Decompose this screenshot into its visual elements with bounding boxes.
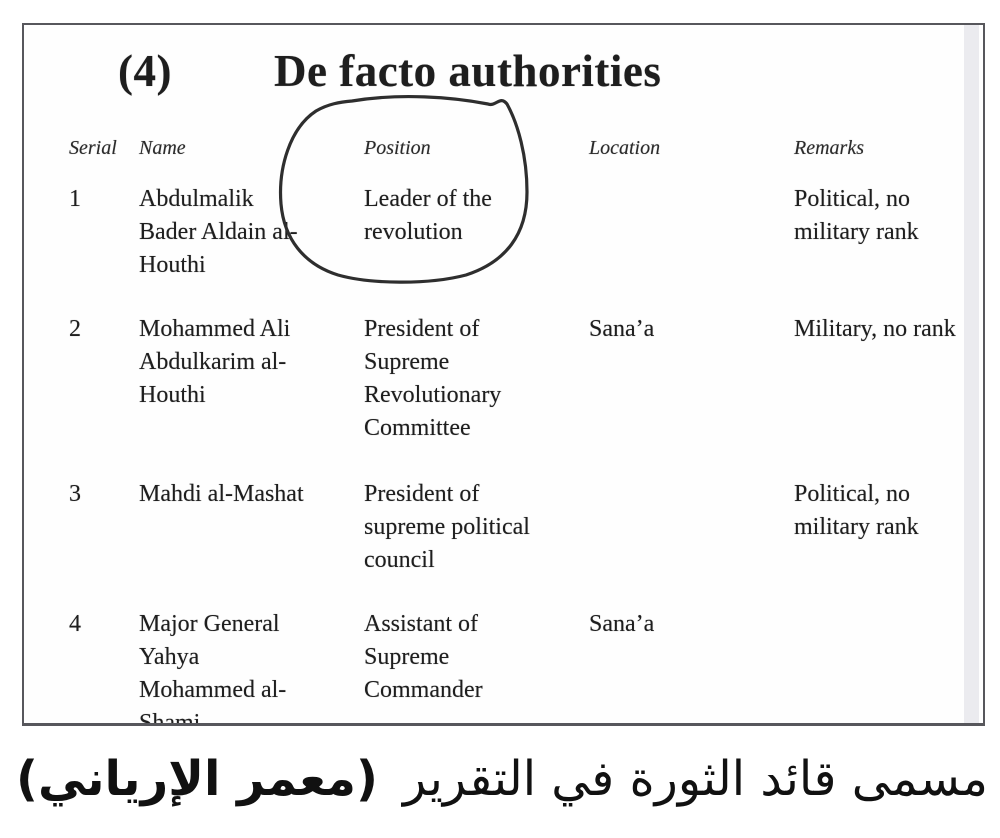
- cell-serial: 2: [69, 316, 81, 342]
- cell-name: Abdulmalik Bader Aldain al- Houthi: [139, 186, 298, 278]
- section-number: (4): [118, 46, 172, 96]
- header-location: Location: [589, 137, 661, 159]
- cell-name: Mohammed Ali Abdulkarim al- Houthi: [139, 316, 291, 408]
- header-serial: Serial: [69, 137, 117, 159]
- caption-line: مسمى قائد الثورة في التقرير (معمر الإريا…: [16, 748, 988, 810]
- table-header-row: Serial Name Position Location Remarks: [24, 136, 964, 160]
- cell-serial: 3: [69, 481, 81, 507]
- cell-remarks: Military, no rank: [794, 316, 956, 342]
- cell-serial: 4: [69, 611, 81, 637]
- cell-name: Mahdi al-Mashat: [139, 481, 304, 507]
- cell-position: Leader of the revolution: [364, 186, 492, 245]
- cell-remarks: Political, no military rank: [794, 481, 919, 540]
- section-title: De facto authorities: [274, 46, 662, 96]
- cell-position: President of Supreme Revolutionary Commi…: [364, 316, 502, 441]
- cell-position: Assistant of Supreme Commander: [364, 611, 483, 703]
- cell-location: Sana’a: [589, 611, 655, 637]
- cell-serial: 1: [69, 186, 81, 212]
- table-scan-frame: (4) De facto authorities Serial Name Pos…: [22, 23, 985, 726]
- table-row: 3 Mahdi al-Mashat President of supreme p…: [24, 478, 964, 577]
- header-remarks: Remarks: [794, 137, 864, 159]
- caption-attribution-name: (معمر الإرياني): [16, 751, 378, 807]
- cell-location: [589, 183, 794, 282]
- cell-location: Sana’a: [589, 316, 655, 342]
- cell-name: Major General Yahya Mohammed al- Shami: [139, 611, 287, 726]
- header-name: Name: [139, 137, 186, 159]
- table-row: 4 Major General Yahya Mohammed al- Shami…: [24, 608, 964, 726]
- scan-artifact-strip: [964, 25, 979, 723]
- table-row: 2 Mohammed Ali Abdulkarim al- Houthi Pre…: [24, 313, 964, 445]
- table-row: 1 Abdulmalik Bader Aldain al- Houthi Lea…: [24, 183, 964, 282]
- cell-position: President of supreme political council: [364, 481, 530, 573]
- caption-arabic-phrase: مسمى قائد الثورة في التقرير: [402, 751, 988, 807]
- header-position: Position: [364, 137, 431, 159]
- cell-remarks: Political, no military rank: [794, 186, 919, 245]
- cell-location: [589, 478, 794, 577]
- cell-remarks: [794, 608, 964, 723]
